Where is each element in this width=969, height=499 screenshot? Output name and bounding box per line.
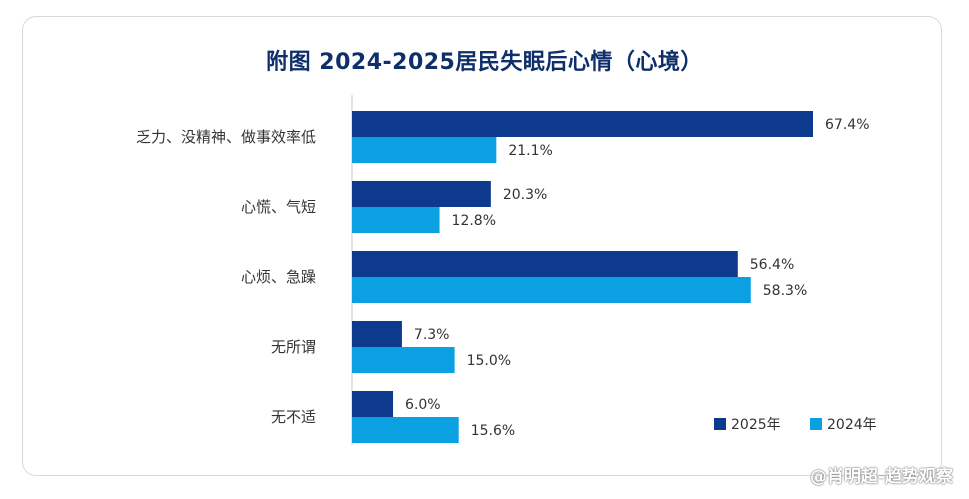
- bar: [352, 137, 497, 163]
- data-label: 6.0%: [405, 397, 441, 413]
- category-label: 乏力、没精神、做事效率低: [136, 128, 316, 146]
- legend: 2025年 2024年: [714, 417, 877, 433]
- legend-label: 2025年: [731, 417, 781, 433]
- data-label: 7.3%: [414, 327, 450, 343]
- bar: [352, 321, 402, 347]
- legend-swatch: [810, 418, 822, 430]
- legend-swatch: [714, 418, 726, 430]
- category-label: 无不适: [271, 408, 316, 426]
- watermark: @肖明超-趋势观察: [809, 467, 953, 487]
- category-label: 无所谓: [271, 338, 316, 356]
- bar: [352, 347, 455, 373]
- data-label: 15.0%: [467, 353, 511, 369]
- data-label: 58.3%: [763, 283, 807, 299]
- chart-card: [22, 16, 942, 476]
- bar: [352, 111, 814, 137]
- bar: [352, 251, 738, 277]
- bar: [352, 391, 394, 417]
- data-label: 12.8%: [452, 213, 496, 229]
- bar: [352, 207, 440, 233]
- category-label: 心烦、急躁: [241, 268, 316, 286]
- bar: [352, 417, 459, 443]
- bar: [352, 181, 491, 207]
- category-label: 心慌、气短: [241, 198, 316, 216]
- data-label: 15.6%: [471, 423, 515, 439]
- data-label: 56.4%: [750, 257, 794, 273]
- legend-label: 2024年: [827, 417, 877, 433]
- data-label: 20.3%: [503, 187, 547, 203]
- data-label: 67.4%: [825, 117, 869, 133]
- chart-title: 附图 2024-2025居民失眠后心情（心境）: [266, 50, 703, 75]
- bar: [352, 277, 751, 303]
- bars-group: 乏力、没精神、做事效率低 67.4% 21.1% 心慌、气短 20.3% 12.8% 心烦、…: [136, 111, 870, 443]
- data-label: 21.1%: [508, 143, 552, 159]
